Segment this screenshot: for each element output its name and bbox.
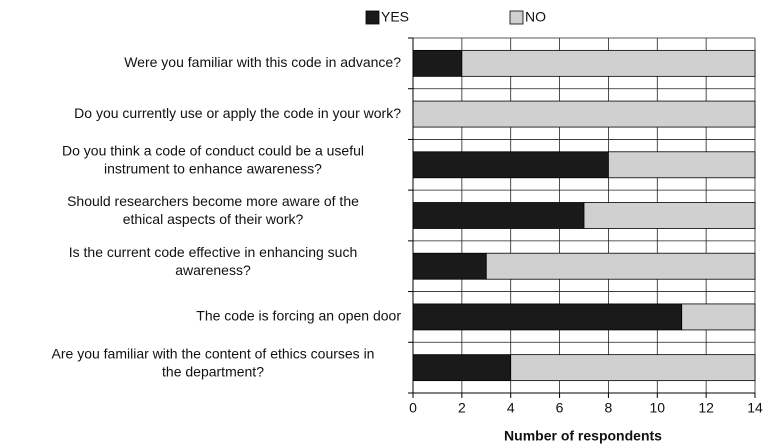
category-label: Are you familiar with the content of eth… xyxy=(52,345,375,361)
bar-outline xyxy=(485,252,756,280)
category-label: Should researchers become more aware of … xyxy=(67,193,359,209)
category-label: Is the current code effective in enhanci… xyxy=(69,244,357,260)
x-tick-label: 10 xyxy=(649,400,665,416)
x-tick-label: 4 xyxy=(507,400,515,416)
bar-outline xyxy=(412,354,512,382)
bar-outline xyxy=(412,100,756,128)
bar-outline xyxy=(412,252,487,280)
x-tick-label: 6 xyxy=(556,400,564,416)
category-label: awareness? xyxy=(175,262,251,278)
bar-outline xyxy=(681,303,756,331)
bar-outline xyxy=(583,202,756,229)
legend-swatch xyxy=(365,10,380,25)
category-label: ethical aspects of their work? xyxy=(123,211,304,227)
x-tick-label: 2 xyxy=(458,400,466,416)
bar-outline xyxy=(412,151,609,179)
category-label: The code is forcing an open door xyxy=(196,308,401,324)
legend-swatch xyxy=(509,10,524,25)
x-tick-label: 12 xyxy=(698,400,714,416)
x-tick-label: 0 xyxy=(409,400,417,416)
legend-label: YES xyxy=(381,9,409,25)
x-tick-label: 14 xyxy=(747,400,763,416)
category-label: Do you currently use or apply the code i… xyxy=(74,105,401,121)
category-label: instrument to enhance awareness? xyxy=(104,160,322,176)
bar-outline xyxy=(461,49,756,77)
bar-outline xyxy=(510,354,756,382)
legend-label: NO xyxy=(525,9,546,25)
category-label: Do you think a code of conduct could be … xyxy=(62,142,364,158)
x-axis-label: Number of respondents xyxy=(504,428,662,444)
x-tick-label: 8 xyxy=(605,400,613,416)
bar-outline xyxy=(608,151,756,179)
category-label: Were you familiar with this code in adva… xyxy=(124,54,401,70)
category-label: the department? xyxy=(162,363,264,379)
bar-outline xyxy=(412,303,683,331)
bar-outline xyxy=(412,49,463,77)
bar-outline xyxy=(412,202,585,229)
